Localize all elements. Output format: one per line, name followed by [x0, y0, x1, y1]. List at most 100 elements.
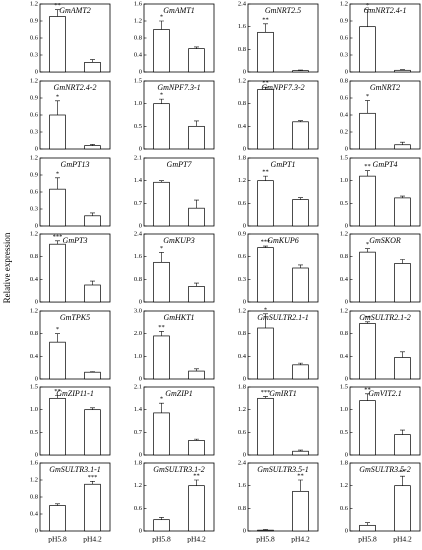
panel-title: GmNRT2: [370, 83, 400, 92]
y-tick-label: 1.0: [30, 406, 38, 413]
bar: [359, 175, 376, 227]
y-tick-label: 0: [345, 298, 348, 305]
y-tick-label: 0.4: [238, 123, 247, 130]
y-tick-label: 0.3: [340, 51, 348, 58]
x-tick-label: pH4.2: [393, 535, 412, 544]
y-tick-label: 0: [243, 68, 246, 75]
error-bar: [55, 395, 60, 399]
y-tick-label: 0.2: [340, 128, 348, 135]
y-tick-label: 0: [139, 451, 142, 458]
y-tick-label: 0.6: [134, 505, 143, 512]
significance-label: *: [264, 306, 267, 313]
y-tick-label: 1.5: [30, 383, 38, 390]
y-tick-label: 0.5: [340, 200, 348, 207]
y-tick-label: 0: [139, 145, 142, 152]
bar: [359, 524, 376, 532]
error-bar: [90, 407, 95, 410]
error-bar: [55, 100, 60, 115]
y-tick-label: 0: [345, 68, 348, 75]
significance-label: *: [160, 396, 163, 403]
y-tick-label: 0: [35, 68, 38, 75]
bar: [49, 188, 66, 227]
y-tick-label: 1.8: [134, 459, 142, 466]
y-tick-label: 0: [345, 222, 348, 229]
y-tick-label: 0: [243, 375, 246, 382]
panel-title: GmNRT2.4-1: [364, 6, 407, 15]
y-tick-label: 1.0: [134, 100, 142, 107]
panel-title: GmKUP3: [163, 236, 195, 245]
significance-label: ***: [53, 233, 63, 240]
y-tick-label: 1.2: [238, 177, 246, 184]
significance-label: **: [158, 324, 165, 331]
panel-title: GmTPK5: [60, 313, 90, 322]
y-tick-label: 1.2: [30, 154, 38, 161]
significance-label: ***: [88, 474, 98, 481]
panel-title: GmPT1: [271, 160, 296, 169]
panel-title: GmZIP11-1: [56, 389, 94, 398]
panel-frame: [247, 462, 319, 532]
bar: [394, 197, 411, 227]
bar: [153, 335, 170, 380]
error-bar: [298, 69, 303, 71]
y-tick-label: 2.4: [134, 230, 143, 237]
bar: [84, 284, 101, 303]
y-tick-label: 0.9: [30, 94, 38, 101]
y-tick-label: 0: [345, 375, 348, 382]
significance-label: *: [56, 326, 59, 333]
x-tick-label: pH5.8: [48, 535, 67, 544]
y-tick-label: 1.2: [30, 476, 38, 483]
panel-frame: [39, 386, 111, 456]
significance-label: *: [160, 245, 163, 252]
bar: [359, 323, 376, 380]
y-tick-label: 0.8: [30, 253, 38, 260]
significance-label: **: [262, 80, 269, 87]
bar: [292, 70, 309, 73]
error-bar: [263, 396, 268, 399]
y-tick-label: 0.4: [340, 276, 349, 283]
y-tick-label: 0: [139, 68, 142, 75]
significance-label: *: [160, 13, 163, 20]
bar: [153, 29, 170, 73]
bar: [49, 341, 66, 380]
panel-frame: [349, 310, 421, 380]
y-tick-label: 1.6: [30, 459, 39, 466]
bar: [257, 397, 274, 456]
significance-label: **: [364, 163, 371, 170]
y-tick-label: 0.7: [134, 200, 143, 207]
error-bar: [90, 144, 95, 146]
x-tick-label: pH4.2: [83, 535, 102, 544]
y-tick-label: 0.6: [340, 34, 349, 41]
bar: [84, 483, 101, 532]
error-bar: [298, 479, 303, 492]
bar: [84, 62, 101, 73]
error-bar: [90, 280, 95, 285]
y-tick-label: 0.4: [30, 353, 39, 360]
y-tick-label: 1.5: [340, 383, 348, 390]
error-bar: [400, 351, 405, 358]
y-tick-label: 0: [35, 527, 38, 534]
y-tick-label: 0.5: [30, 429, 38, 436]
panel-frame: [349, 386, 421, 456]
y-tick-label: 0: [345, 527, 348, 534]
significance-label: *: [160, 92, 163, 99]
panel-title: GmPT7: [167, 160, 193, 169]
bar: [49, 397, 66, 456]
bar: [394, 144, 411, 150]
y-tick-label: 2.4: [238, 459, 247, 466]
y-tick-label: 0.3: [30, 205, 38, 212]
y-tick-label: 1.0: [340, 406, 348, 413]
y-tick-label: 0.8: [340, 253, 348, 260]
y-tick-label: 1.4: [134, 177, 143, 184]
y-tick-label: 1.2: [134, 482, 142, 489]
significance-label: ***: [261, 239, 271, 246]
error-bar: [55, 9, 60, 17]
y-tick-label: 0.6: [238, 429, 247, 436]
panel-title: GmSULTR2.1-1: [257, 313, 309, 322]
y-tick-label: 1.2: [30, 0, 38, 7]
y-tick-label: 0.4: [238, 353, 247, 360]
error-bar: [298, 120, 303, 122]
error-bar: [159, 180, 164, 183]
bar: [359, 112, 376, 150]
bar: [394, 263, 411, 303]
